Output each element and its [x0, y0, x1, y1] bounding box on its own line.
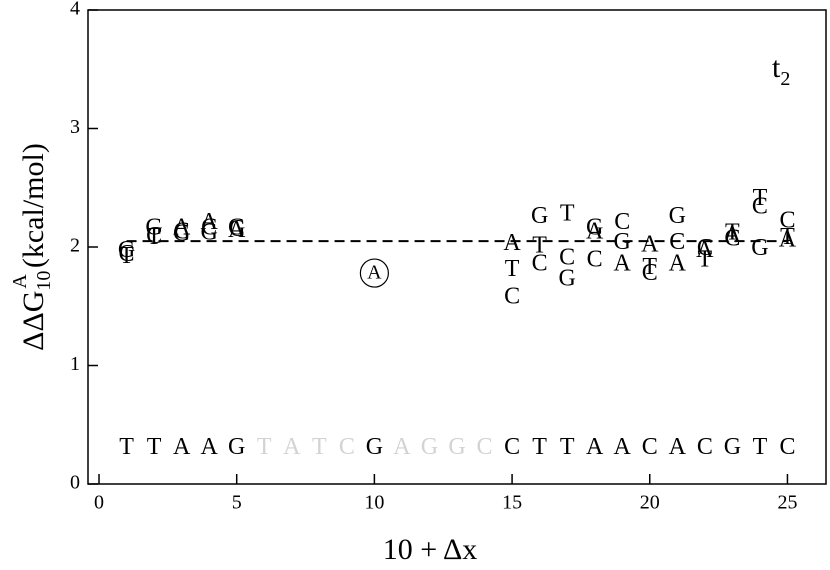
sequence-letter: A — [173, 434, 191, 460]
y-tick-label: 0 — [70, 472, 80, 494]
letter-point: A — [586, 218, 604, 244]
x-tick-label: 5 — [232, 492, 242, 514]
letter-point: C — [146, 223, 162, 249]
letter-point: G — [531, 203, 548, 229]
letter-point: T — [147, 224, 162, 250]
sequence-letter: G — [366, 434, 383, 460]
letter-point: A — [779, 227, 797, 253]
y-label-sup: A — [9, 274, 31, 289]
letter-point: A — [173, 215, 191, 241]
letter-point: G — [751, 235, 768, 261]
x-tick-label: 0 — [94, 492, 104, 514]
sequence-letter: G — [724, 434, 741, 460]
letter-point: A — [614, 250, 632, 276]
letter-point: G — [614, 229, 631, 255]
sequence-letter: T — [560, 434, 575, 460]
letter-point: C — [504, 283, 520, 309]
letter-point: T — [532, 233, 547, 259]
sequence-letter: A — [586, 434, 604, 460]
y-tick-label: 3 — [70, 116, 80, 138]
letter-point: G — [200, 219, 217, 245]
letter-point: C — [697, 235, 713, 261]
sequence-letter: C — [339, 434, 355, 460]
letter-point: G — [669, 203, 686, 229]
letter-point: T — [505, 256, 520, 282]
sequence-letter: G — [228, 434, 245, 460]
annotation: t2 — [772, 51, 790, 90]
sequence-letter: T — [532, 434, 547, 460]
x-axis-label: 10 + Δx — [383, 533, 478, 566]
letter-point: G — [173, 221, 190, 247]
letter-point: C — [669, 229, 685, 255]
letter-point: A — [696, 237, 714, 263]
sequence-letter: A — [614, 434, 632, 460]
sequence-letter: A — [393, 434, 411, 460]
letter-point: T — [753, 185, 768, 211]
letter-point: C — [174, 218, 190, 244]
letter-point: C — [229, 216, 245, 242]
annotation-main: t — [772, 51, 781, 84]
sequence-letter: C — [477, 434, 493, 460]
letter-point: G — [558, 266, 575, 292]
sequence-letter: T — [312, 434, 327, 460]
letter-point: C — [119, 241, 135, 267]
letter-point: T — [642, 254, 657, 280]
letter-point: A — [669, 250, 687, 276]
y-label-sub: 10 — [33, 271, 55, 291]
y-tick-label: 4 — [70, 0, 80, 20]
sequence-letter: T — [119, 434, 134, 460]
annotation-sub: 2 — [780, 68, 790, 90]
plot-frame — [87, 9, 827, 485]
letter-point: C — [642, 260, 658, 286]
letter-point: A — [641, 231, 659, 257]
y-axis-label: ΔΔG10A (kcal/mol) — [9, 143, 55, 351]
letter-point: C — [724, 225, 740, 251]
letter-point: C — [614, 209, 630, 235]
sequence-letter: C — [642, 434, 658, 460]
sequence-letter: A — [669, 434, 687, 460]
sequence-letter: C — [504, 434, 520, 460]
x-tick-label: 20 — [640, 492, 660, 514]
sequence-letter: T — [257, 434, 272, 460]
letter-point: T — [697, 247, 712, 273]
y-tick-label: 2 — [70, 235, 80, 257]
letter-point: C — [752, 193, 768, 219]
letter-point: G — [145, 215, 162, 241]
sequence-letter: C — [697, 434, 713, 460]
y-label-main: ΔΔG — [17, 291, 50, 351]
letter-point: A — [200, 209, 218, 235]
letter-point: C — [532, 250, 548, 276]
letter-point: C — [587, 247, 603, 273]
sequence-letter: T — [147, 434, 162, 460]
letter-point: C — [201, 215, 217, 241]
letter-point: T — [119, 243, 134, 269]
letter-point: T — [780, 224, 795, 250]
y-label-unit: (kcal/mol) — [17, 143, 50, 268]
letter-point: A — [228, 217, 246, 243]
letter-point: G — [586, 215, 603, 241]
letter-point: C — [559, 244, 575, 270]
letter-point: G — [118, 237, 135, 263]
sequence-letter: G — [448, 434, 465, 460]
letter-point: T — [725, 219, 740, 245]
y-tick-label: 1 — [70, 353, 80, 375]
x-tick-label: 25 — [777, 492, 797, 514]
sequence-letter: C — [779, 434, 795, 460]
sequence-letter: A — [200, 434, 218, 460]
sequence-letter: T — [753, 434, 768, 460]
highlight-circle — [359, 258, 389, 288]
letter-point: C — [779, 208, 795, 234]
letter-point: A — [724, 222, 742, 248]
sequence-letter: G — [421, 434, 438, 460]
x-tick-label: 15 — [502, 492, 522, 514]
letter-point: T — [560, 201, 575, 227]
highlight-label: A — [367, 262, 382, 284]
x-tick-label: 10 — [364, 492, 384, 514]
sequence-letter: A — [283, 434, 301, 460]
letter-point: G — [228, 215, 245, 241]
letter-point: A — [503, 230, 521, 256]
